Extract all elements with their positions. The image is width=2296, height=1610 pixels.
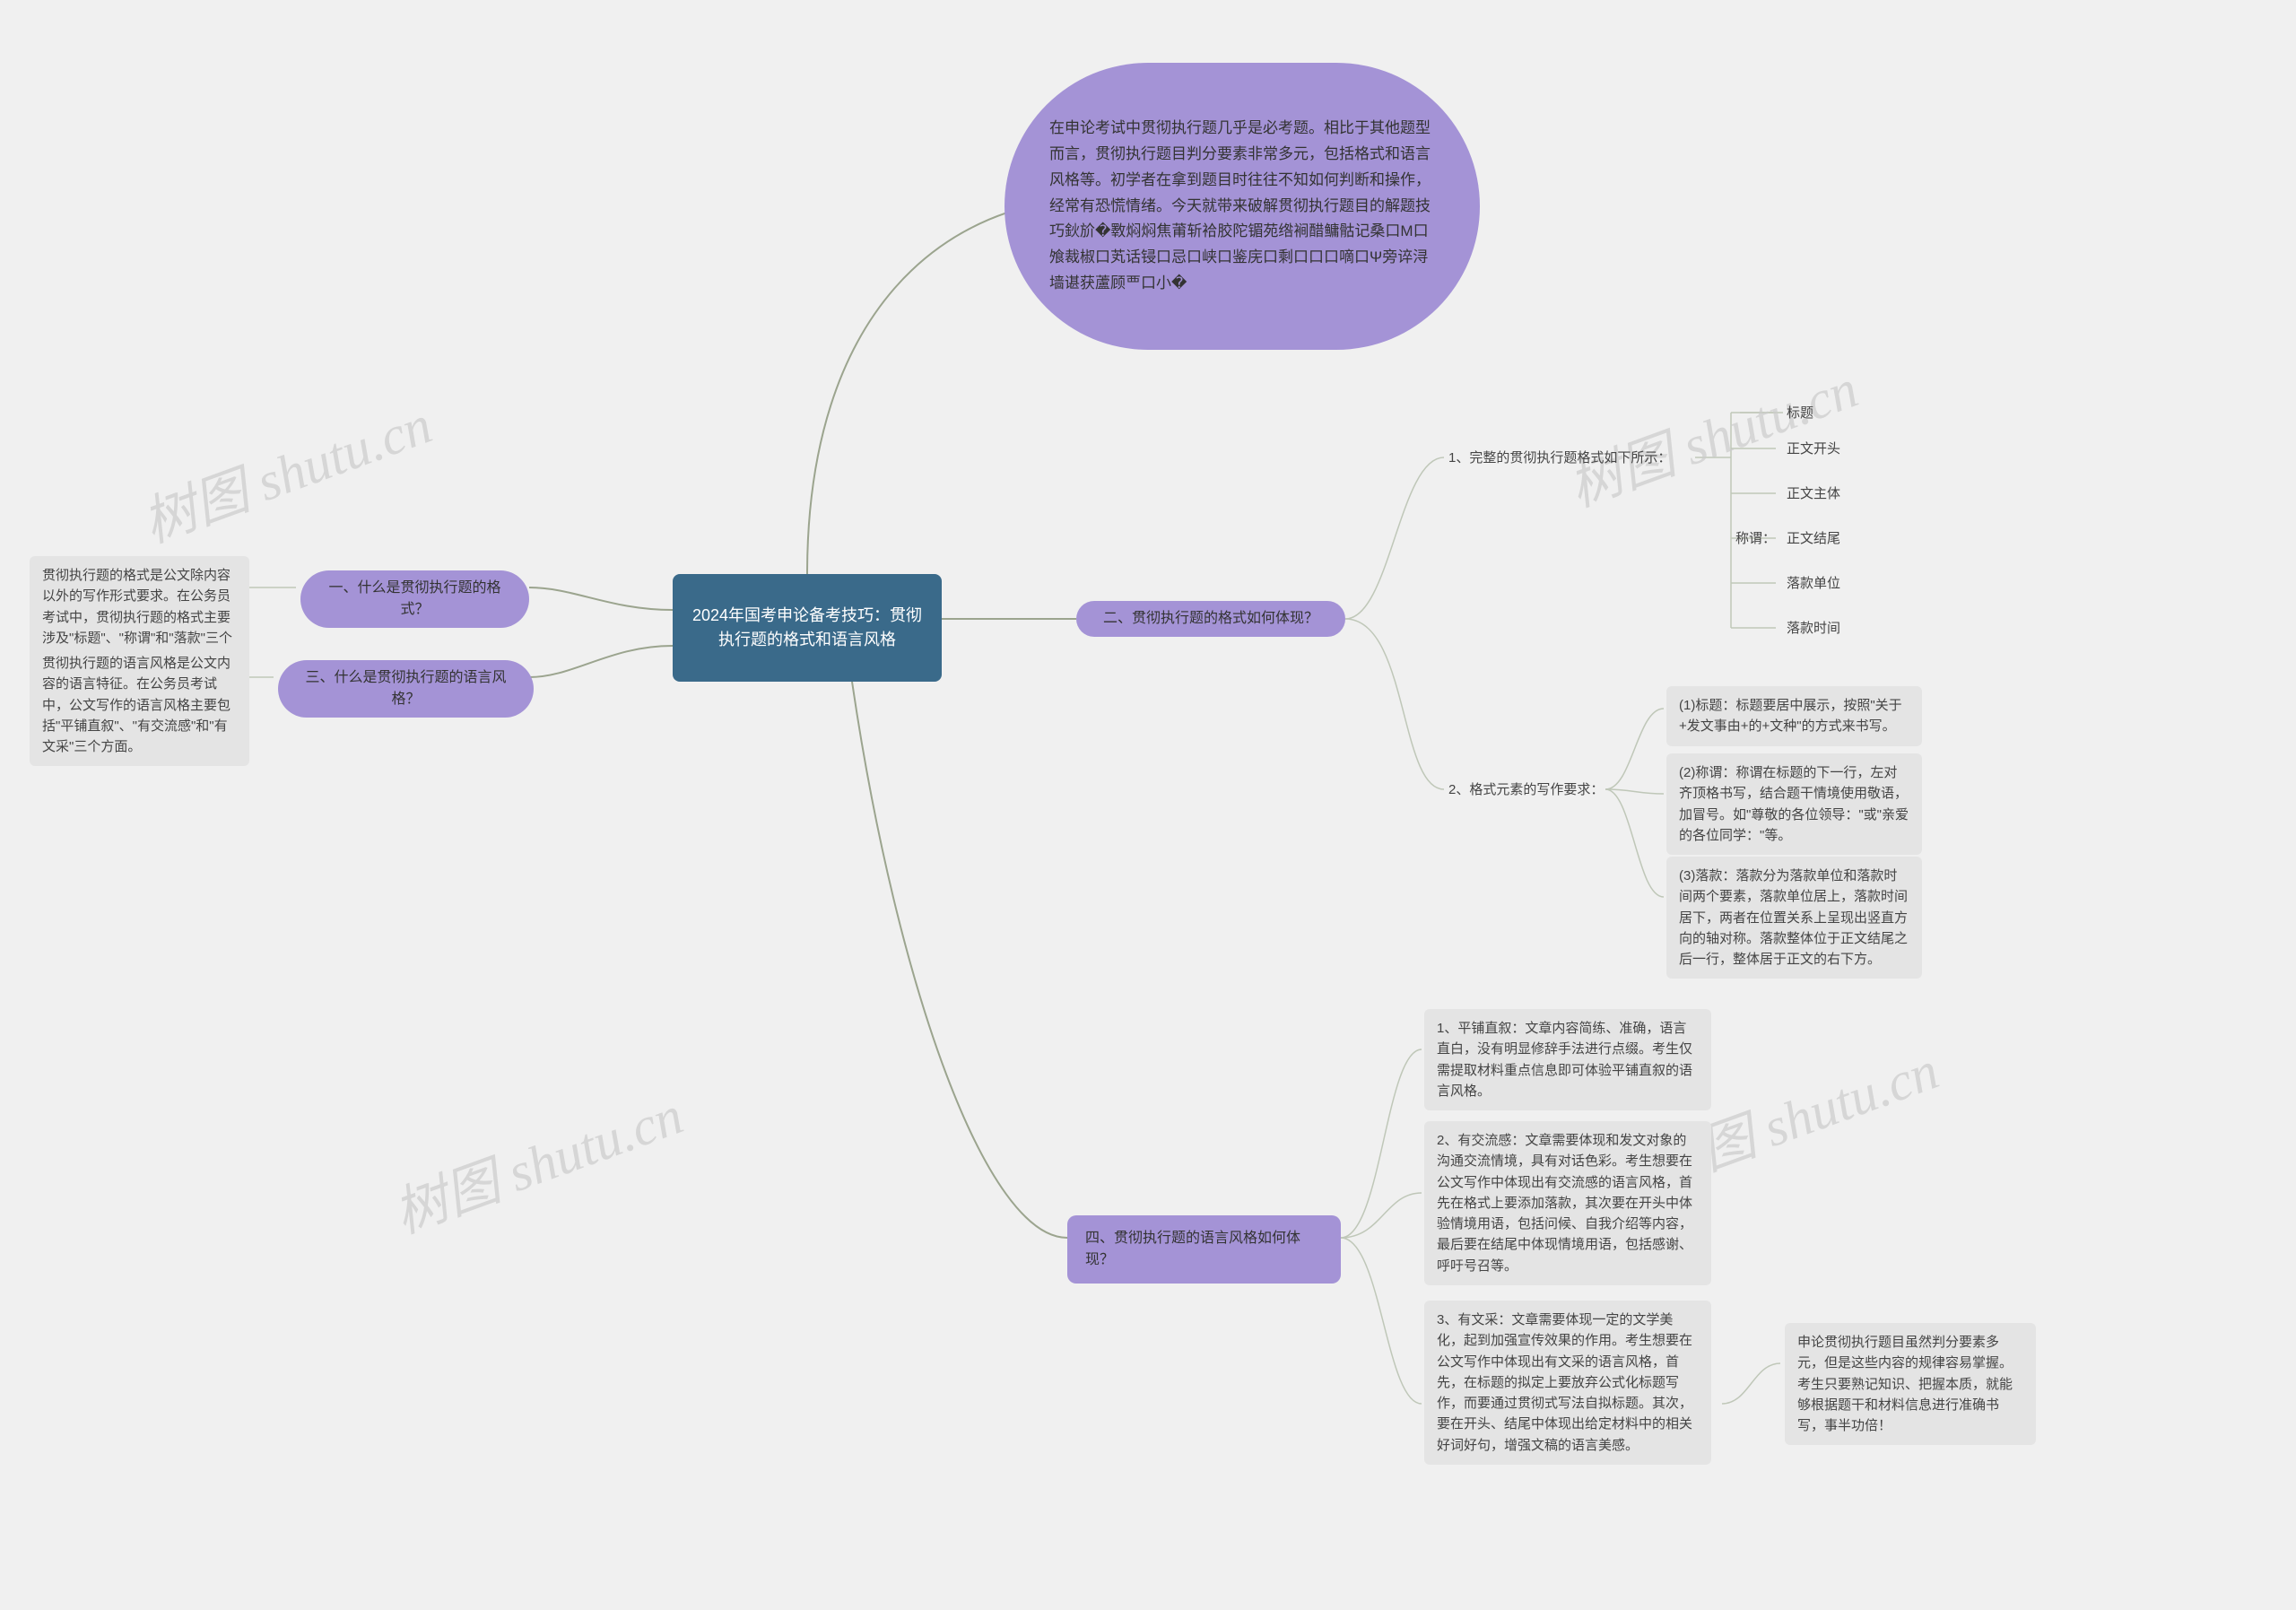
b2-sub1-e: 落款时间 bbox=[1787, 619, 1840, 640]
branch3-detail: 贯彻执行题的语言风格是公文内容的语言特征。在公务员考试中，公文写作的语言风格主要… bbox=[30, 644, 249, 766]
b4-r2: 2、有交流感：文章需要体现和发文对象的沟通交流情境，具有对话色彩。考生想要在公文… bbox=[1424, 1121, 1711, 1285]
b4-r1: 1、平铺直叙：文章内容简练、准确，语言直白，没有明显修辞手法进行点缀。考生仅需提… bbox=[1424, 1009, 1711, 1110]
b2-sub1-b: 正文主体 bbox=[1787, 484, 1840, 505]
branch1-node: 一、什么是贯彻执行题的格式？ bbox=[300, 570, 529, 628]
b2-sub2-r1: (1)标题：标题要居中展示，按照"关于+发文事由+的+文种"的方式来书写。 bbox=[1666, 686, 1922, 746]
branch2-node: 二、贯彻执行题的格式如何体现？ bbox=[1076, 601, 1345, 637]
b2-sub2-r3: (3)落款：落款分为落款单位和落款时间两个要素，落款单位居上，落款时间居下，两者… bbox=[1666, 857, 1922, 979]
branch3-node: 三、什么是贯彻执行题的语言风格？ bbox=[278, 660, 534, 718]
b4-r3: 3、有文采：文章需要体现一定的文学美化，起到加强宣传效果的作用。考生想要在公文写… bbox=[1424, 1301, 1711, 1465]
b2-sub2-r2: (2)称谓：称谓在标题的下一行，左对齐顶格书写，结合题干情境使用敬语，加冒号。如… bbox=[1666, 753, 1922, 855]
b2-sub1-prefix: 称谓： bbox=[1735, 529, 1776, 550]
b2-sub1-t: 标题 bbox=[1787, 404, 1813, 424]
branch2-sub1: 1、完整的贯彻执行题格式如下所示： bbox=[1448, 448, 1671, 469]
branch4-node: 四、贯彻执行题的语言风格如何体现？ bbox=[1067, 1215, 1341, 1284]
b2-sub1-a: 正文开头 bbox=[1787, 439, 1840, 460]
branch2-sub2: 2、格式元素的写作要求： bbox=[1448, 780, 1604, 801]
b2-sub1-c: 正文结尾 bbox=[1787, 529, 1840, 550]
intro-node: 在申论考试中贯彻执行题几乎是必考题。相比于其他题型而言，贯彻执行题目判分要素非常… bbox=[1004, 63, 1480, 350]
center-node: 2024年国考申论备考技巧：贯彻执行题的格式和语言风格 bbox=[673, 574, 942, 682]
b2-sub1-d: 落款单位 bbox=[1787, 574, 1840, 595]
b4-tail: 申论贯彻执行题目虽然判分要素多元，但是这些内容的规律容易掌握。考生只要熟记知识、… bbox=[1785, 1323, 2036, 1445]
